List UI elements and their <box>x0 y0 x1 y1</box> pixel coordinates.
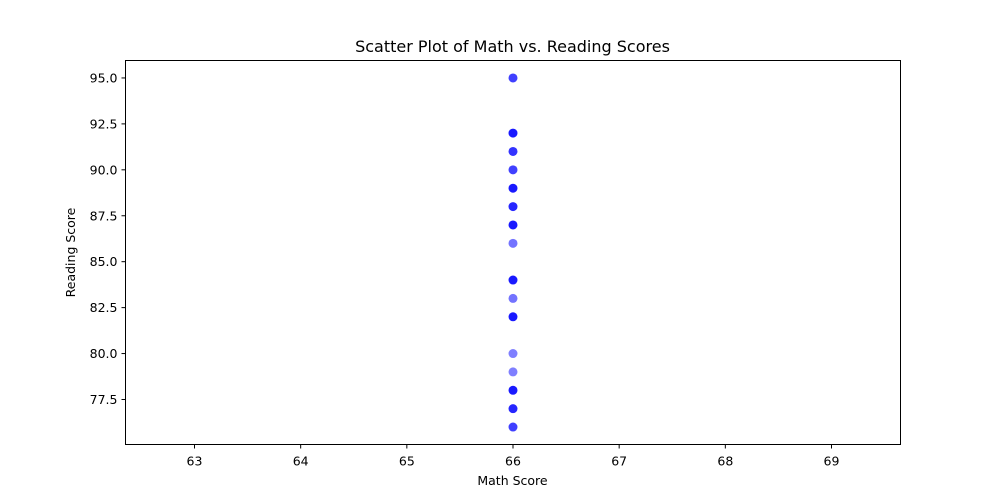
data-point <box>508 422 518 432</box>
data-point <box>508 349 518 359</box>
x-tick-label: 63 <box>187 454 203 469</box>
x-tick-label: 64 <box>293 454 309 469</box>
data-point <box>508 275 518 285</box>
y-tick-label: 95.0 <box>90 70 118 85</box>
data-point <box>508 146 518 156</box>
y-tick-label: 87.5 <box>90 208 118 223</box>
data-point <box>508 183 518 193</box>
x-axis-label: Math Score <box>477 473 548 488</box>
points-layer <box>508 73 518 432</box>
data-point <box>508 312 518 322</box>
data-point <box>508 220 518 230</box>
y-axis: 77.5 80.0 82.5 85.0 87.5 90.0 92.5 95.0 <box>90 70 126 407</box>
y-tick-label: 77.5 <box>90 392 118 407</box>
x-axis: 63 64 65 66 67 68 69 <box>187 444 840 469</box>
chart-title: Scatter Plot of Math vs. Reading Scores <box>355 37 670 56</box>
y-tick-label: 92.5 <box>90 116 118 131</box>
data-point <box>508 165 518 175</box>
y-tick-label: 82.5 <box>90 300 118 315</box>
data-point <box>508 367 518 377</box>
data-point <box>508 73 518 83</box>
x-tick-label: 66 <box>505 454 521 469</box>
data-point <box>508 128 518 138</box>
data-point <box>508 404 518 414</box>
y-tick-label: 80.0 <box>90 346 118 361</box>
y-tick-label: 85.0 <box>90 254 118 269</box>
x-tick-label: 65 <box>399 454 415 469</box>
data-point <box>508 293 518 303</box>
x-tick-label: 68 <box>717 454 733 469</box>
y-axis-label: Reading Score <box>63 207 78 297</box>
data-point <box>508 238 518 248</box>
data-point <box>508 202 518 212</box>
y-tick-label: 90.0 <box>90 162 118 177</box>
x-tick-label: 67 <box>611 454 627 469</box>
data-point <box>508 385 518 395</box>
x-tick-label: 69 <box>824 454 840 469</box>
